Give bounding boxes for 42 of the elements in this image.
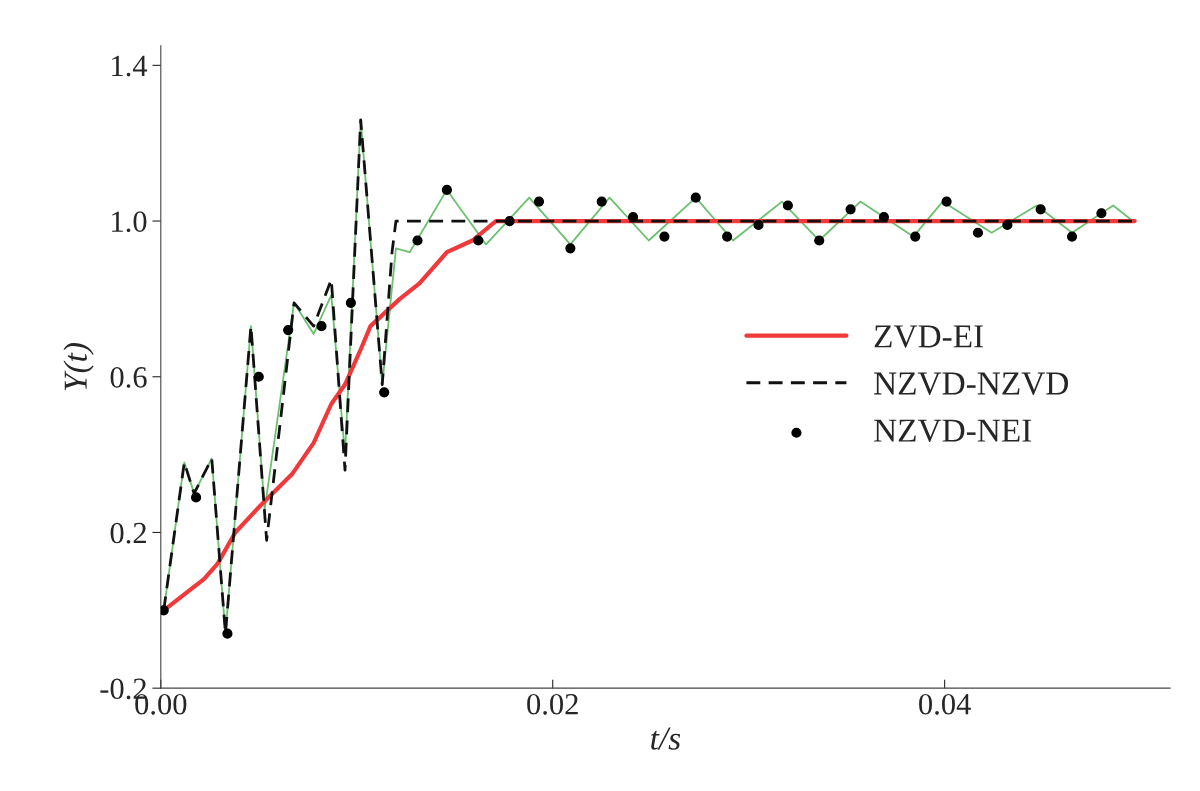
y-tick-label: 1.4 (112, 55, 148, 77)
point (878, 212, 889, 223)
point (910, 231, 921, 242)
point (972, 227, 984, 238)
point (1035, 204, 1046, 215)
y-tick-label: 1.0 (112, 211, 147, 233)
x-axis-title: t/s (651, 727, 681, 750)
y-axis-title: Y(t) (63, 343, 94, 391)
point (412, 235, 423, 246)
point (565, 243, 576, 254)
legend-label: ZVD-EI (874, 325, 983, 348)
point (941, 196, 952, 207)
point (814, 235, 825, 246)
point (160, 605, 169, 616)
point (222, 628, 233, 639)
point (845, 204, 856, 215)
point (190, 492, 202, 503)
point (379, 387, 390, 398)
point (722, 231, 733, 242)
point (345, 297, 356, 308)
point (753, 219, 764, 231)
y-tick-label: 0.6 (110, 367, 147, 388)
point (1096, 208, 1107, 219)
point (1066, 231, 1078, 242)
legend-label: NZVD-NZVD (874, 372, 1069, 395)
y-tick-label: 0.2 (110, 522, 146, 544)
x-tick-label: 0.02 (527, 693, 578, 715)
point (659, 231, 670, 242)
point (627, 212, 639, 223)
point (533, 196, 545, 207)
point (316, 321, 327, 332)
point (441, 184, 452, 195)
point (782, 200, 793, 211)
x-tick-label: 0.04 (919, 693, 971, 715)
point (504, 215, 515, 227)
point (596, 196, 607, 207)
point (473, 235, 484, 246)
point (1002, 219, 1013, 231)
point (690, 192, 701, 203)
point (283, 324, 294, 336)
legend-label: NZVD-NEI (874, 419, 1032, 443)
point (253, 371, 264, 382)
